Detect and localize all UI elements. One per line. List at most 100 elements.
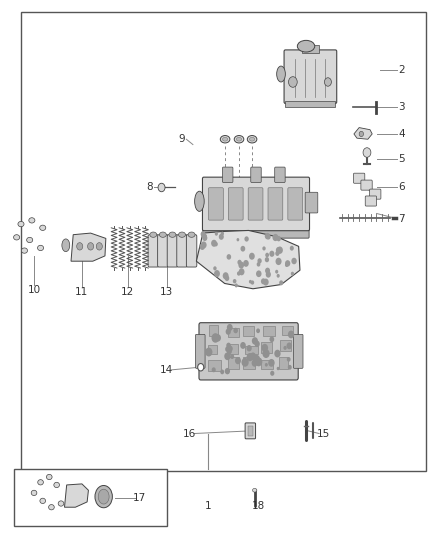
- Bar: [227, 344, 238, 354]
- Circle shape: [240, 246, 245, 252]
- Circle shape: [238, 262, 244, 269]
- FancyBboxPatch shape: [268, 188, 283, 220]
- FancyBboxPatch shape: [293, 334, 303, 368]
- Text: 6: 6: [399, 182, 405, 192]
- Circle shape: [235, 357, 241, 364]
- Circle shape: [265, 253, 269, 257]
- Circle shape: [202, 235, 207, 241]
- Circle shape: [201, 241, 207, 248]
- Circle shape: [268, 359, 275, 367]
- Circle shape: [266, 235, 271, 239]
- Circle shape: [224, 352, 231, 360]
- FancyBboxPatch shape: [208, 188, 223, 220]
- Ellipse shape: [159, 232, 166, 237]
- Polygon shape: [64, 484, 88, 507]
- Circle shape: [212, 367, 216, 372]
- Ellipse shape: [188, 232, 195, 237]
- Circle shape: [77, 243, 83, 250]
- Ellipse shape: [49, 505, 54, 510]
- FancyBboxPatch shape: [177, 235, 187, 267]
- Circle shape: [270, 371, 274, 376]
- Circle shape: [243, 260, 249, 267]
- Ellipse shape: [54, 482, 60, 488]
- Circle shape: [256, 328, 260, 333]
- Circle shape: [203, 234, 207, 239]
- Bar: [14, 469, 167, 526]
- FancyBboxPatch shape: [275, 167, 285, 182]
- Circle shape: [226, 343, 231, 348]
- Circle shape: [257, 262, 261, 266]
- Bar: [263, 326, 275, 336]
- Circle shape: [261, 278, 266, 285]
- Ellipse shape: [253, 488, 257, 492]
- Bar: [208, 360, 221, 370]
- Circle shape: [275, 270, 278, 273]
- Circle shape: [265, 233, 270, 239]
- Circle shape: [249, 280, 252, 284]
- Ellipse shape: [297, 41, 315, 52]
- Circle shape: [223, 272, 229, 279]
- Bar: [209, 325, 218, 336]
- Circle shape: [230, 354, 234, 359]
- Bar: [245, 346, 258, 354]
- Text: 10: 10: [28, 285, 41, 295]
- Circle shape: [225, 276, 229, 281]
- Circle shape: [252, 337, 258, 345]
- Ellipse shape: [194, 191, 204, 212]
- Circle shape: [219, 233, 224, 240]
- Ellipse shape: [38, 245, 44, 251]
- Circle shape: [291, 272, 294, 276]
- Bar: [279, 358, 288, 369]
- FancyBboxPatch shape: [305, 192, 318, 213]
- Ellipse shape: [247, 135, 257, 143]
- Circle shape: [239, 268, 244, 276]
- Circle shape: [276, 247, 281, 253]
- Circle shape: [269, 251, 275, 257]
- FancyBboxPatch shape: [365, 196, 377, 206]
- Ellipse shape: [29, 217, 35, 223]
- Polygon shape: [354, 127, 372, 139]
- Circle shape: [363, 148, 371, 157]
- Circle shape: [240, 342, 246, 349]
- Circle shape: [201, 231, 205, 237]
- Circle shape: [225, 346, 230, 352]
- Bar: [280, 340, 290, 351]
- Ellipse shape: [40, 498, 46, 504]
- Ellipse shape: [179, 232, 185, 237]
- Text: 15: 15: [317, 429, 330, 439]
- FancyBboxPatch shape: [167, 235, 178, 267]
- Circle shape: [250, 352, 256, 360]
- Bar: [208, 345, 217, 354]
- Circle shape: [279, 280, 283, 285]
- Circle shape: [253, 355, 260, 363]
- Circle shape: [256, 270, 261, 277]
- Bar: [302, 45, 319, 53]
- FancyBboxPatch shape: [199, 322, 298, 380]
- Ellipse shape: [95, 486, 113, 508]
- Bar: [261, 342, 272, 353]
- Bar: [243, 326, 254, 336]
- Ellipse shape: [14, 235, 20, 240]
- Circle shape: [233, 279, 237, 284]
- Text: 11: 11: [75, 287, 88, 297]
- Circle shape: [228, 346, 233, 352]
- Circle shape: [291, 258, 297, 264]
- Circle shape: [200, 244, 205, 250]
- Circle shape: [277, 367, 279, 370]
- Circle shape: [235, 284, 238, 287]
- Circle shape: [263, 279, 268, 286]
- Bar: [286, 101, 336, 107]
- FancyBboxPatch shape: [228, 188, 243, 220]
- Circle shape: [226, 254, 231, 260]
- FancyBboxPatch shape: [361, 180, 372, 190]
- Circle shape: [226, 328, 231, 335]
- Circle shape: [265, 257, 269, 262]
- Ellipse shape: [38, 480, 43, 485]
- FancyBboxPatch shape: [195, 334, 205, 368]
- Text: 9: 9: [179, 134, 185, 144]
- Ellipse shape: [277, 66, 286, 82]
- Circle shape: [244, 236, 249, 241]
- Ellipse shape: [46, 474, 52, 480]
- Bar: [228, 357, 239, 369]
- Circle shape: [290, 246, 294, 251]
